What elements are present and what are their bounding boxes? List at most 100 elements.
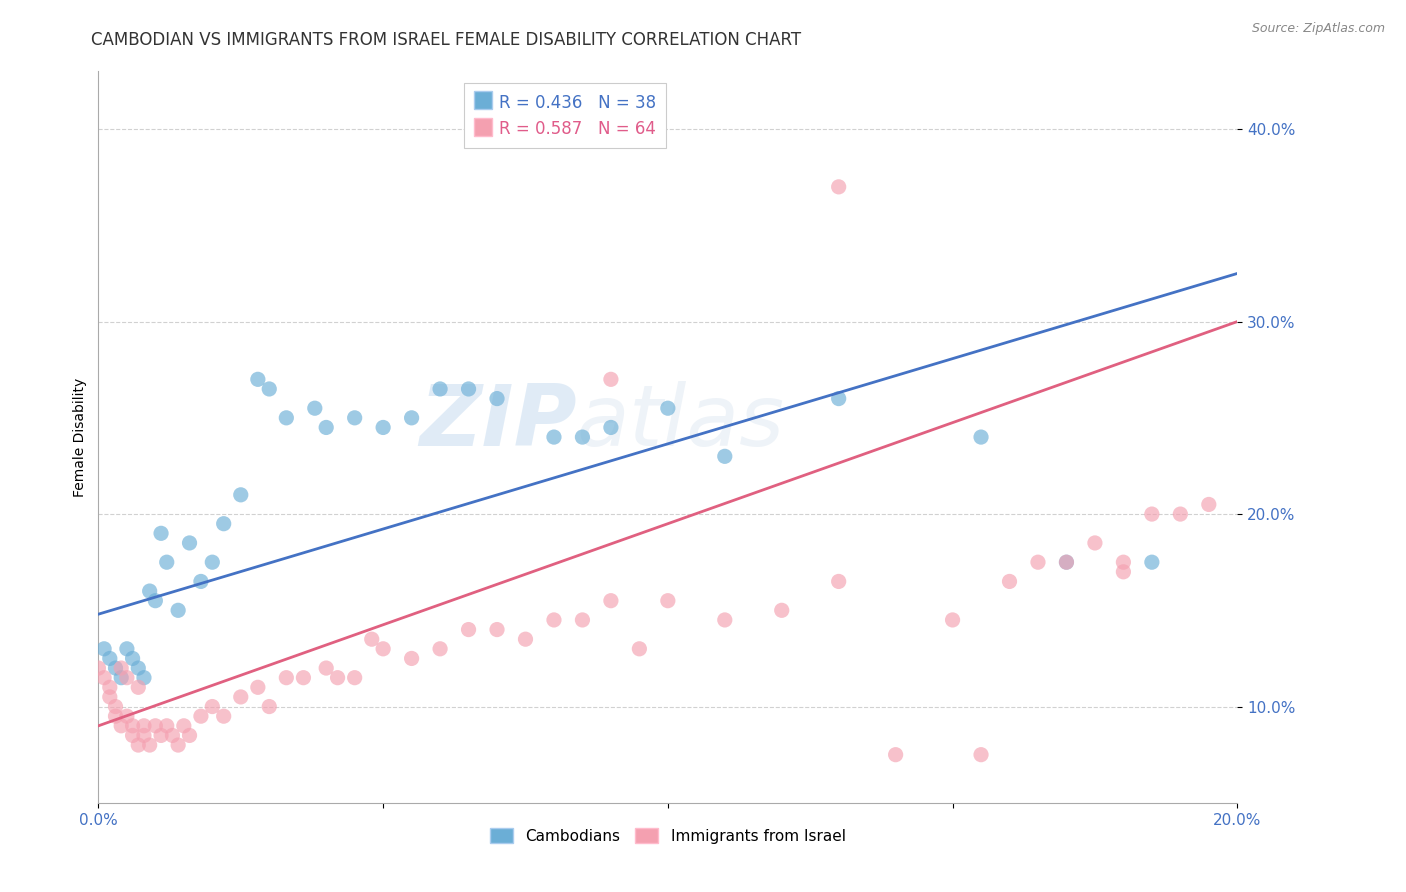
Point bbox=[98, 651, 121, 665]
Point bbox=[628, 641, 651, 656]
Point bbox=[127, 661, 149, 675]
Point bbox=[714, 613, 737, 627]
Point bbox=[770, 603, 793, 617]
Point bbox=[121, 719, 143, 733]
Point bbox=[1112, 555, 1135, 569]
Point bbox=[127, 738, 149, 752]
Point bbox=[1140, 507, 1163, 521]
Point bbox=[276, 671, 298, 685]
Point bbox=[115, 641, 138, 656]
Point bbox=[121, 728, 143, 742]
Point bbox=[1084, 536, 1107, 550]
Point bbox=[229, 690, 252, 704]
Point bbox=[110, 661, 132, 675]
Point bbox=[150, 526, 173, 541]
Point bbox=[138, 738, 160, 752]
Point bbox=[132, 671, 155, 685]
Legend: Cambodians, Immigrants from Israel: Cambodians, Immigrants from Israel bbox=[484, 822, 852, 850]
Point bbox=[212, 709, 235, 723]
Point bbox=[1056, 555, 1078, 569]
Point bbox=[93, 641, 115, 656]
Point bbox=[110, 671, 132, 685]
Point bbox=[1198, 498, 1220, 512]
Point bbox=[970, 747, 993, 762]
Point bbox=[543, 613, 565, 627]
Point bbox=[828, 392, 851, 406]
Point bbox=[1112, 565, 1135, 579]
Point bbox=[343, 410, 366, 425]
Point bbox=[360, 632, 382, 647]
Point bbox=[401, 651, 423, 665]
Point bbox=[156, 555, 179, 569]
Point bbox=[343, 671, 366, 685]
Point bbox=[1140, 555, 1163, 569]
Point bbox=[145, 593, 167, 607]
Point bbox=[828, 179, 851, 194]
Point bbox=[1026, 555, 1049, 569]
Point bbox=[1056, 555, 1078, 569]
Text: Source: ZipAtlas.com: Source: ZipAtlas.com bbox=[1251, 22, 1385, 36]
Point bbox=[714, 450, 737, 464]
Point bbox=[110, 719, 132, 733]
Point bbox=[156, 719, 179, 733]
Point bbox=[115, 671, 138, 685]
Point bbox=[246, 372, 269, 386]
Point bbox=[543, 430, 565, 444]
Point bbox=[1170, 507, 1192, 521]
Point bbox=[138, 584, 160, 599]
Point bbox=[179, 728, 201, 742]
Point bbox=[190, 574, 212, 589]
Text: ZIP: ZIP bbox=[419, 381, 576, 464]
Point bbox=[179, 536, 201, 550]
Point bbox=[132, 719, 155, 733]
Point bbox=[162, 728, 184, 742]
Point bbox=[246, 681, 269, 695]
Point bbox=[201, 699, 224, 714]
Point bbox=[326, 671, 349, 685]
Point bbox=[401, 410, 423, 425]
Point bbox=[571, 430, 593, 444]
Point bbox=[292, 671, 315, 685]
Point bbox=[98, 690, 121, 704]
Point bbox=[173, 719, 195, 733]
Point bbox=[212, 516, 235, 531]
Point bbox=[486, 623, 509, 637]
Point bbox=[276, 410, 298, 425]
Point bbox=[515, 632, 537, 647]
Point bbox=[132, 728, 155, 742]
Point bbox=[657, 593, 679, 607]
Point bbox=[150, 728, 173, 742]
Point bbox=[259, 382, 281, 396]
Point bbox=[304, 401, 326, 416]
Point bbox=[457, 382, 479, 396]
Point bbox=[93, 671, 115, 685]
Point bbox=[429, 382, 451, 396]
Y-axis label: Female Disability: Female Disability bbox=[73, 377, 87, 497]
Point bbox=[970, 430, 993, 444]
Point bbox=[259, 699, 281, 714]
Point bbox=[87, 661, 110, 675]
Point bbox=[229, 488, 252, 502]
Point bbox=[571, 613, 593, 627]
Point bbox=[457, 623, 479, 637]
Point bbox=[942, 613, 965, 627]
Point bbox=[190, 709, 212, 723]
Point bbox=[167, 603, 190, 617]
Point bbox=[115, 709, 138, 723]
Point bbox=[486, 392, 509, 406]
Point bbox=[104, 661, 127, 675]
Point bbox=[600, 420, 623, 434]
Text: atlas: atlas bbox=[576, 381, 785, 464]
Point bbox=[315, 661, 337, 675]
Point bbox=[145, 719, 167, 733]
Point bbox=[828, 574, 851, 589]
Point bbox=[429, 641, 451, 656]
Text: CAMBODIAN VS IMMIGRANTS FROM ISRAEL FEMALE DISABILITY CORRELATION CHART: CAMBODIAN VS IMMIGRANTS FROM ISRAEL FEMA… bbox=[91, 31, 801, 49]
Point bbox=[98, 681, 121, 695]
Point bbox=[104, 699, 127, 714]
Point bbox=[373, 641, 395, 656]
Point bbox=[657, 401, 679, 416]
Point bbox=[121, 651, 143, 665]
Point bbox=[315, 420, 337, 434]
Point bbox=[167, 738, 190, 752]
